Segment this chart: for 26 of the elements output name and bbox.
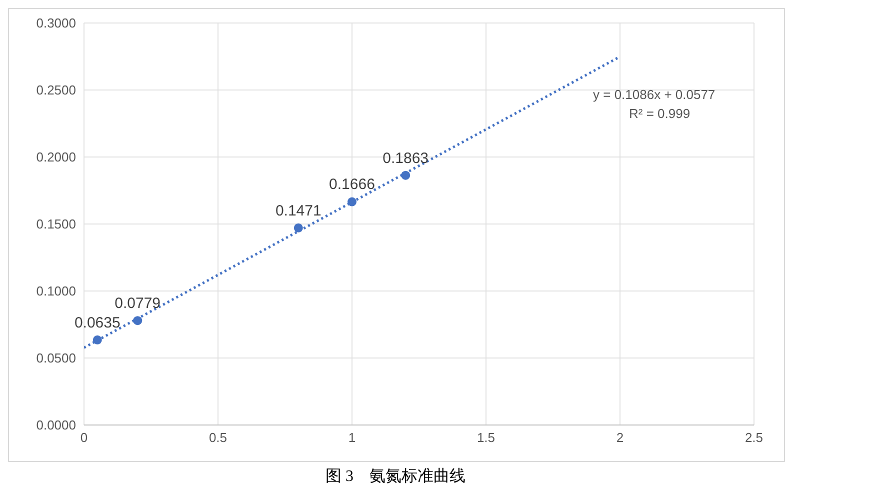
x-tick-label: 0 <box>80 430 88 446</box>
x-tick-label: 1.5 <box>476 430 496 446</box>
y-tick-label: 0.2500 <box>36 82 76 98</box>
y-tick-label: 0.0000 <box>36 418 76 433</box>
x-tick-label: 2.5 <box>744 430 764 446</box>
data-label: 0.0779 <box>114 295 161 312</box>
x-tick-label: 1 <box>348 430 356 446</box>
data-label: 0.1863 <box>382 150 429 167</box>
y-tick-label: 0.1500 <box>36 216 76 232</box>
caption: 图 3 氨氮标准曲线 <box>324 466 466 487</box>
point <box>133 316 142 326</box>
annotation: R² = 0.999 <box>629 106 690 121</box>
y-tick-label: 0.1000 <box>36 284 76 299</box>
point <box>347 197 357 206</box>
point <box>294 223 303 232</box>
data-label: 0.1666 <box>329 176 375 194</box>
data-label: 0.1471 <box>275 202 322 220</box>
x-tick-label: 2 <box>616 430 624 446</box>
point <box>401 170 410 180</box>
data-label: 0.0635 <box>74 314 120 332</box>
point <box>92 335 102 344</box>
annotation: y = 0.1086x + 0.0577 <box>593 87 716 102</box>
y-tick-label: 0.3000 <box>36 16 76 31</box>
x-tick-label: 0.5 <box>208 430 228 446</box>
y-tick-label: 0.2000 <box>36 150 76 165</box>
y-tick-label: 0.0500 <box>36 350 76 366</box>
